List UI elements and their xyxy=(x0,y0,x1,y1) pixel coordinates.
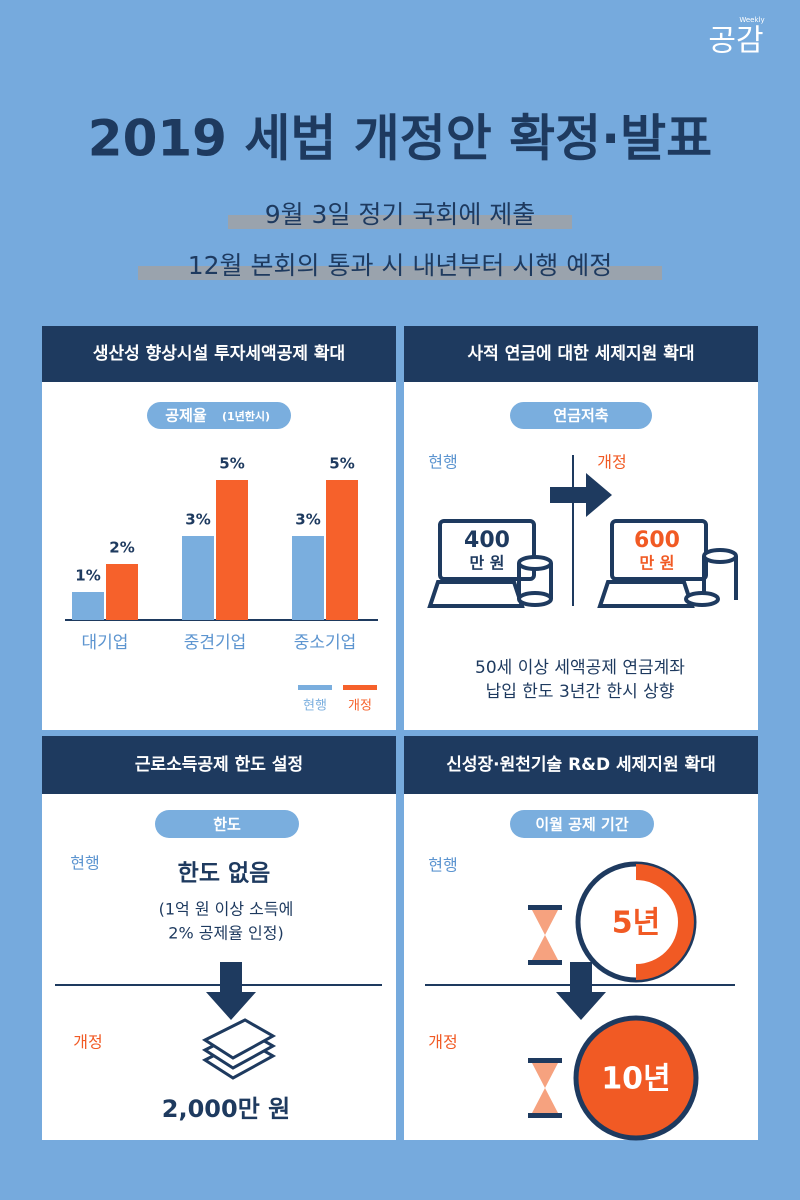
brand-tag: Weekly xyxy=(739,16,764,24)
caption: 납입 한도 3년간 한시 상향 xyxy=(486,682,675,702)
pill xyxy=(510,402,652,429)
subtitle: 9월 3일 정기 국회에 제출 xyxy=(265,200,536,229)
note: 2% 공제율 인정) xyxy=(168,924,283,943)
subtitle: 12월 본회의 통과 시 내년부터 시행 예정 xyxy=(188,251,613,280)
brand-name: 공감 xyxy=(708,24,763,59)
category-label: 대기업 xyxy=(82,633,129,653)
highlight xyxy=(138,266,662,280)
value-label: 2% xyxy=(109,539,134,557)
pill xyxy=(155,810,299,838)
bar xyxy=(106,564,138,620)
hourglass xyxy=(528,1058,562,1118)
current-label: 현행 xyxy=(428,856,457,875)
current-label: 현행 xyxy=(428,453,457,472)
laptop-icon xyxy=(597,519,738,608)
bar xyxy=(326,480,358,620)
revised-label: 개정 xyxy=(73,1033,102,1052)
clock xyxy=(573,1015,699,1141)
pill-label: 이월 공제 기간 xyxy=(535,816,628,834)
note: (1억 원 이상 소득에 xyxy=(159,900,294,919)
revised-label: 개정 xyxy=(428,1033,457,1052)
current-value: 한도 없음 xyxy=(178,861,271,887)
amount: 400 xyxy=(464,528,510,553)
current-value: 5년 xyxy=(612,906,660,941)
arrow xyxy=(550,473,612,517)
title: 2019 세법 개정안 확정·발표 xyxy=(88,110,712,168)
panel-heading: 생산성 향상시설 투자세액공제 확대 xyxy=(93,343,345,364)
pill-label: 한도 xyxy=(213,816,241,834)
panel xyxy=(404,326,758,730)
pill-label: 연금저축 xyxy=(553,407,608,425)
unit: 만 원 xyxy=(469,554,504,573)
value-label: 1% xyxy=(75,567,100,585)
current-label: 현행 xyxy=(70,854,99,873)
revised-value: 10년 xyxy=(601,1062,670,1097)
unit: 만 원 xyxy=(639,554,674,573)
legend-swatch xyxy=(298,685,332,690)
caption: 50세 이상 세액공제 연금계좌 xyxy=(475,658,685,678)
value-label: 5% xyxy=(219,455,244,473)
pill xyxy=(147,402,291,429)
legend-label: 개정 xyxy=(348,699,372,714)
pill xyxy=(510,810,654,838)
legend-label: 현행 xyxy=(303,698,327,714)
pill-label: 공제율 xyxy=(165,407,207,425)
legend-swatch xyxy=(343,685,377,690)
money-icon xyxy=(201,1018,277,1080)
panel-heading: 신성장·원천기술 R&D 세제지원 확대 xyxy=(446,755,716,775)
highlight xyxy=(228,215,572,229)
value-label: 3% xyxy=(185,511,210,529)
revised-value: 2,000만 원 xyxy=(162,1095,290,1123)
bar xyxy=(72,592,104,620)
pill-note: (1년한시) xyxy=(222,409,270,423)
hourglass xyxy=(528,905,562,965)
category-label: 중소기업 xyxy=(294,633,357,653)
value-label: 3% xyxy=(295,511,320,529)
bar xyxy=(182,536,214,620)
bar xyxy=(292,536,324,620)
laptop-icon xyxy=(427,519,553,608)
panel xyxy=(42,736,396,1140)
clock-face xyxy=(594,880,678,964)
amount: 600 xyxy=(634,528,680,553)
panel-heading: 근로소득공제 한도 설정 xyxy=(135,755,303,775)
revised-label: 개정 xyxy=(597,453,626,472)
bar-chart: 대기업 중견기업 중소기업 1% 3% 3% 현행 2% 5% 5% 개정 xyxy=(65,455,378,714)
category-label: 중견기업 xyxy=(184,633,247,653)
panel-heading: 사적 연금에 대한 세제지원 확대 xyxy=(468,344,695,364)
value-label: 5% xyxy=(329,455,354,473)
arrow xyxy=(556,962,606,1020)
arrow xyxy=(206,962,256,1020)
bar xyxy=(216,480,248,620)
